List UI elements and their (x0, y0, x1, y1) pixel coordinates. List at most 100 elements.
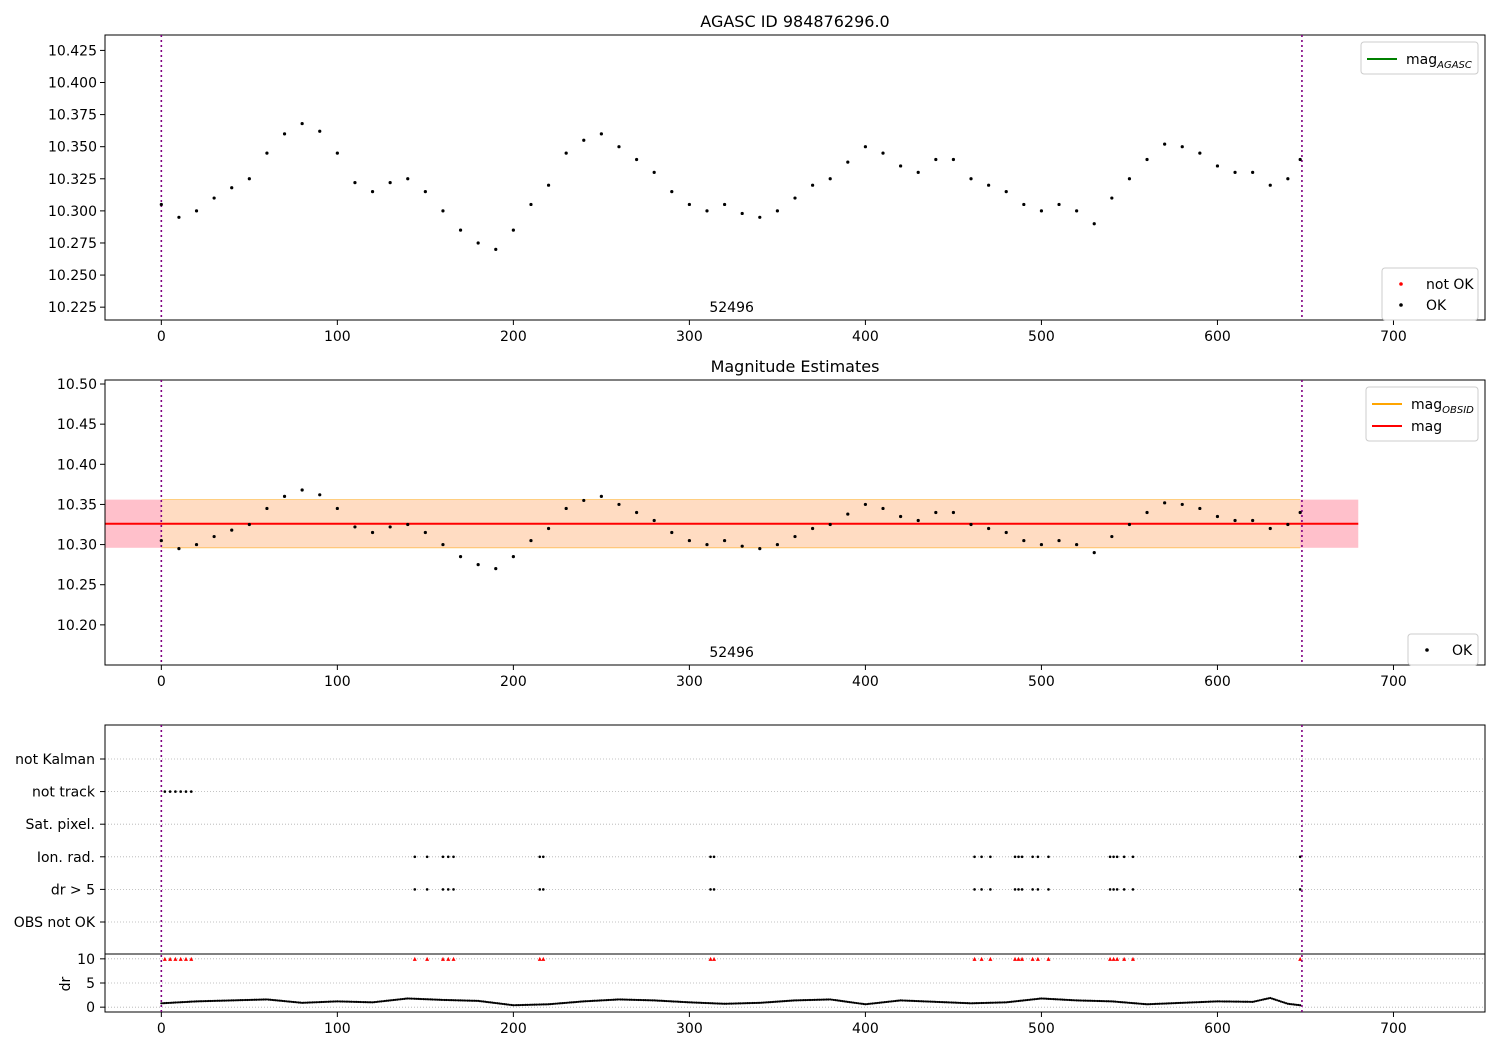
p3-dr-point (684, 1001, 687, 1004)
p3-dr-point (1028, 998, 1031, 1001)
p3-dr-point (429, 998, 432, 1001)
p3-dr-point (540, 1003, 543, 1006)
p3-dr-point (1040, 997, 1043, 1000)
p3-dr-point (913, 999, 916, 1003)
p2-data-point (1022, 538, 1026, 543)
p3-dr-point (306, 1001, 309, 1004)
p3-dr-point (1050, 997, 1054, 1001)
p3-dr-point (470, 999, 473, 1002)
p3-dr-point (413, 997, 416, 1000)
p2-data-point (212, 534, 216, 539)
p3-dr-point (364, 1001, 367, 1004)
p3-dr-point (1017, 999, 1020, 1003)
p3-dr-point (1172, 1002, 1175, 1005)
p3-dr-point (1260, 998, 1263, 1002)
p3-dr-point (631, 998, 635, 1001)
p1-legend-line-main: mag (1406, 52, 1437, 68)
p3-dr-point (1223, 1000, 1226, 1003)
p3-dr-point (1158, 1002, 1161, 1005)
p3-dr-point (816, 998, 819, 1001)
p3-dr-point (1091, 999, 1094, 1002)
p3-dr-point (742, 1002, 746, 1005)
p3-dr-point (1276, 999, 1279, 1002)
p3-dr-flagged-marker (173, 956, 178, 961)
p2-data-point (353, 525, 357, 529)
p2-ytick-label: 10.25 (57, 578, 97, 594)
p3-dr-point (369, 1001, 372, 1004)
p1-legend-line-subscript: AGASC (1436, 60, 1472, 71)
p1-data-point (388, 181, 392, 185)
p3-dr-point (1269, 996, 1272, 1000)
p2-data-point (1298, 510, 1302, 515)
p2-data-point (916, 518, 920, 523)
p3-dr-point (633, 998, 636, 1001)
p3-dr-point (1064, 998, 1068, 1001)
p3-dr-point (327, 1000, 330, 1003)
p3-dr-point (1105, 1000, 1108, 1003)
p3-dr-point (1024, 999, 1027, 1002)
p1-data-point (1127, 177, 1132, 181)
p3-dr-point (947, 1001, 950, 1004)
p3-dr-point (637, 998, 640, 1002)
p2-data-point (335, 506, 339, 511)
p3-dr-point (389, 999, 392, 1002)
p1-xtick-label: 700 (1380, 329, 1407, 345)
p3-dr-flagged-marker (712, 956, 717, 961)
p3-dr-point (1079, 999, 1082, 1002)
p3-dr-point (506, 1003, 510, 1006)
p3-xtick-label: 600 (1204, 1021, 1231, 1037)
p3-dr-point (718, 1002, 721, 1005)
p3-dr-point (827, 998, 830, 1001)
p1-data-point (1198, 151, 1202, 155)
p3-dr-point (936, 1000, 939, 1004)
p2-data-point (494, 567, 498, 571)
p3-dr-point (653, 999, 656, 1002)
p3-dr-point (309, 1001, 313, 1004)
p3-dr-point (1225, 1000, 1228, 1003)
p2-data-point (1092, 551, 1096, 555)
p3-dr-point (202, 1000, 205, 1003)
p3-dr-point (1284, 1002, 1288, 1005)
p3-dr-point (249, 998, 253, 1001)
p3-dr-point (1226, 1000, 1230, 1003)
p3-dr-point (623, 998, 626, 1001)
p3-dr-point (658, 999, 661, 1002)
p3-dr-point (1133, 1002, 1136, 1005)
p3-dr-point (1019, 999, 1022, 1002)
p3-dr-point (888, 1000, 892, 1003)
p3-dr-point (191, 1000, 195, 1003)
p3-dr-point (422, 998, 425, 1001)
p3-dr-point (719, 1002, 723, 1005)
p2-data-point (1251, 518, 1255, 523)
p3-dr-point (536, 1003, 540, 1006)
p2-data-point (793, 534, 797, 539)
p3-dr-point (853, 1001, 856, 1004)
p3-dr-point (580, 1000, 584, 1003)
p2-data-point (1180, 502, 1184, 507)
p3-dr-point (577, 1000, 580, 1003)
p3-dr-point (1177, 1001, 1180, 1005)
p3-dr-point (737, 1002, 740, 1005)
p3-dr-point (609, 998, 612, 1002)
panel-agasc-line-legend: magAGASC (1360, 41, 1479, 75)
p2-xtick-label: 0 (157, 674, 166, 690)
p1-data-point (652, 170, 656, 174)
p3-dr-point (1272, 998, 1275, 1001)
p3-dr-point (563, 1001, 566, 1005)
p3-dr-point (521, 1003, 524, 1007)
p2-data-point (722, 538, 727, 543)
p3-dr-point (397, 998, 401, 1001)
p2-data-point (828, 522, 832, 527)
p3-dr-point (1179, 1001, 1182, 1004)
p3-dr-point (1110, 1000, 1113, 1003)
p3-flag-point (1298, 855, 1302, 859)
p3-flag-row-label: not Kalman (15, 752, 95, 768)
p3-dr-point (1093, 999, 1096, 1002)
p2-data-point (177, 546, 181, 551)
p3-dr-point (223, 999, 226, 1002)
p3-dr-point (640, 998, 643, 1002)
p3-dr-point (1221, 1000, 1224, 1003)
p3-dr-point (494, 1001, 497, 1005)
p3-dr-point (785, 999, 788, 1003)
